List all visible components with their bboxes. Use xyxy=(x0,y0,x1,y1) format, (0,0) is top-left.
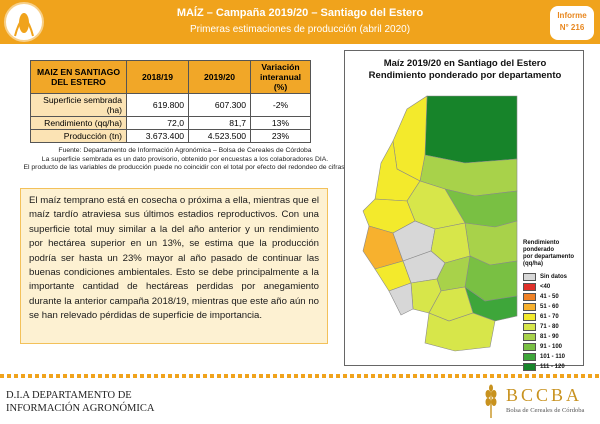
table-header-title: MAIZ EN SANTIAGO DEL ESTERO xyxy=(30,60,127,94)
map-title-line1: Maíz 2019/20 en Santiago del Estero xyxy=(383,58,547,69)
legend-label: 111 - 120 xyxy=(540,364,565,370)
legend-item: 61 - 70 xyxy=(523,312,567,322)
legend-label: 51 - 60 xyxy=(540,304,559,310)
footer-org: D.I.A DEPARTAMENTO DE INFORMACIÓN AGRONÓ… xyxy=(6,389,154,415)
yield-map-panel: Maíz 2019/20 en Santiago del Estero Rend… xyxy=(344,50,585,371)
footer-org-line2: INFORMACIÓN AGRONÓMICA xyxy=(6,403,155,414)
row-variation: 23% xyxy=(250,129,311,143)
legend-item: 71 - 80 xyxy=(523,322,567,332)
legend-item: 111 - 120 xyxy=(523,362,567,372)
row-variation: 13% xyxy=(250,116,311,130)
legend-item: 51 - 60 xyxy=(523,302,567,312)
legend-item: Sin datos xyxy=(523,272,567,282)
map-legend: Sin datos <40 41 - 50 51 - 60 61 - 70 71… xyxy=(523,272,567,372)
map-department xyxy=(424,95,518,164)
table-row: Rendimiento (qq/ha) 72,0 81,7 13% xyxy=(30,116,311,130)
source-line: Fuente: Departamento de Información Agro… xyxy=(58,147,312,154)
table-header-2018: 2018/19 xyxy=(126,60,189,94)
province-map xyxy=(362,95,518,352)
legend-swatch xyxy=(523,343,536,351)
table-row: Producción (tn) 3.673.400 4.523.500 23% xyxy=(30,129,311,143)
table-row: Superficie sembrada (ha) 619.800 607.300… xyxy=(30,93,311,117)
legend-label: 41 - 50 xyxy=(540,294,559,300)
legend-swatch xyxy=(523,293,536,301)
legend-label: 71 - 80 xyxy=(540,324,559,330)
legend-swatch xyxy=(523,333,536,341)
row-label: Superficie sembrada (ha) xyxy=(30,93,127,117)
legend-title-line: (qq/ha) xyxy=(523,261,543,267)
row-value-2018: 72,0 xyxy=(126,116,189,130)
legend-swatch xyxy=(523,273,536,281)
page-title: MAÍZ – Campaña 2019/20 – Santiago del Es… xyxy=(176,7,424,19)
brand-logo-text: BCCBA xyxy=(506,385,583,405)
legend-swatch xyxy=(523,283,536,291)
map-title-line2: Rendimiento ponderado por departamento xyxy=(368,70,562,81)
header-bar: MAÍZ – Campaña 2019/20 – Santiago del Es… xyxy=(0,0,600,44)
row-variation: -2% xyxy=(250,93,311,117)
table-header-2019: 2019/20 xyxy=(188,60,251,94)
legend-item: 81 - 90 xyxy=(523,332,567,342)
corn-logo xyxy=(4,2,44,42)
production-table: MAIZ EN SANTIAGO DEL ESTERO 2018/19 2019… xyxy=(30,60,311,143)
legend-item: 91 - 100 xyxy=(523,342,567,352)
map-title: Maíz 2019/20 en Santiago del Estero Rend… xyxy=(345,58,585,82)
legend-label: 91 - 100 xyxy=(540,344,563,350)
legend-label: 61 - 70 xyxy=(540,314,559,320)
row-label: Rendimiento (qq/ha) xyxy=(30,116,127,130)
legend-item: 101 - 110 xyxy=(523,352,567,362)
report-badge: Informe N° 216 xyxy=(550,6,594,40)
legend-swatch xyxy=(523,313,536,321)
row-value-2018: 3.673.400 xyxy=(126,129,189,143)
rounding-note: El producto de las variables de producci… xyxy=(23,164,347,172)
map-department xyxy=(392,95,428,182)
source-notes: Fuente: Departamento de Información Agro… xyxy=(20,147,350,173)
brand-subtitle: Bolsa de Cereales de Córdoba xyxy=(506,407,585,414)
legend-label: 101 - 110 xyxy=(540,354,566,360)
row-value-2018: 619.800 xyxy=(126,93,189,117)
row-value-2019: 81,7 xyxy=(188,116,251,130)
legend-title-line: Rendimiento xyxy=(523,240,560,246)
corn-icon xyxy=(14,13,34,37)
map-department xyxy=(388,282,414,316)
row-value-2019: 4.523.500 xyxy=(188,129,251,143)
row-value-2019: 607.300 xyxy=(188,93,251,117)
wheat-icon xyxy=(485,384,497,418)
legend-title-line: por departamento xyxy=(523,254,575,260)
badge-label: Informe xyxy=(557,11,587,20)
legend-item: 41 - 50 xyxy=(523,292,567,302)
dotted-divider xyxy=(0,374,600,378)
legend-swatch xyxy=(523,303,536,311)
badge-number: N° 216 xyxy=(559,23,585,32)
footer-org-line1: D.I.A DEPARTAMENTO DE xyxy=(6,390,132,401)
map-department xyxy=(424,312,496,352)
table-header-variation: Variación interanual (%) xyxy=(250,60,311,94)
legend-swatch xyxy=(523,353,536,361)
table-header-row: MAIZ EN SANTIAGO DEL ESTERO 2018/19 2019… xyxy=(30,60,311,94)
legend-label: 81 - 90 xyxy=(540,334,559,340)
legend-title-line: ponderado xyxy=(523,247,554,253)
legend-label: Sin datos xyxy=(540,274,568,280)
legend-item: <40 xyxy=(523,282,567,292)
legend-label: <40 xyxy=(540,284,551,290)
legend-swatch xyxy=(523,363,536,371)
legend-swatch xyxy=(523,323,536,331)
page-subtitle: Primeras estimaciones de producción (abr… xyxy=(189,24,411,35)
legend-title: Rendimiento ponderado por departamento (… xyxy=(523,240,583,268)
row-label: Producción (tn) xyxy=(30,129,127,143)
surface-note: La superficie sembrada es un dato provis… xyxy=(41,155,329,163)
summary-paragraph: El maíz temprano está en cosecha o próxi… xyxy=(20,188,328,344)
